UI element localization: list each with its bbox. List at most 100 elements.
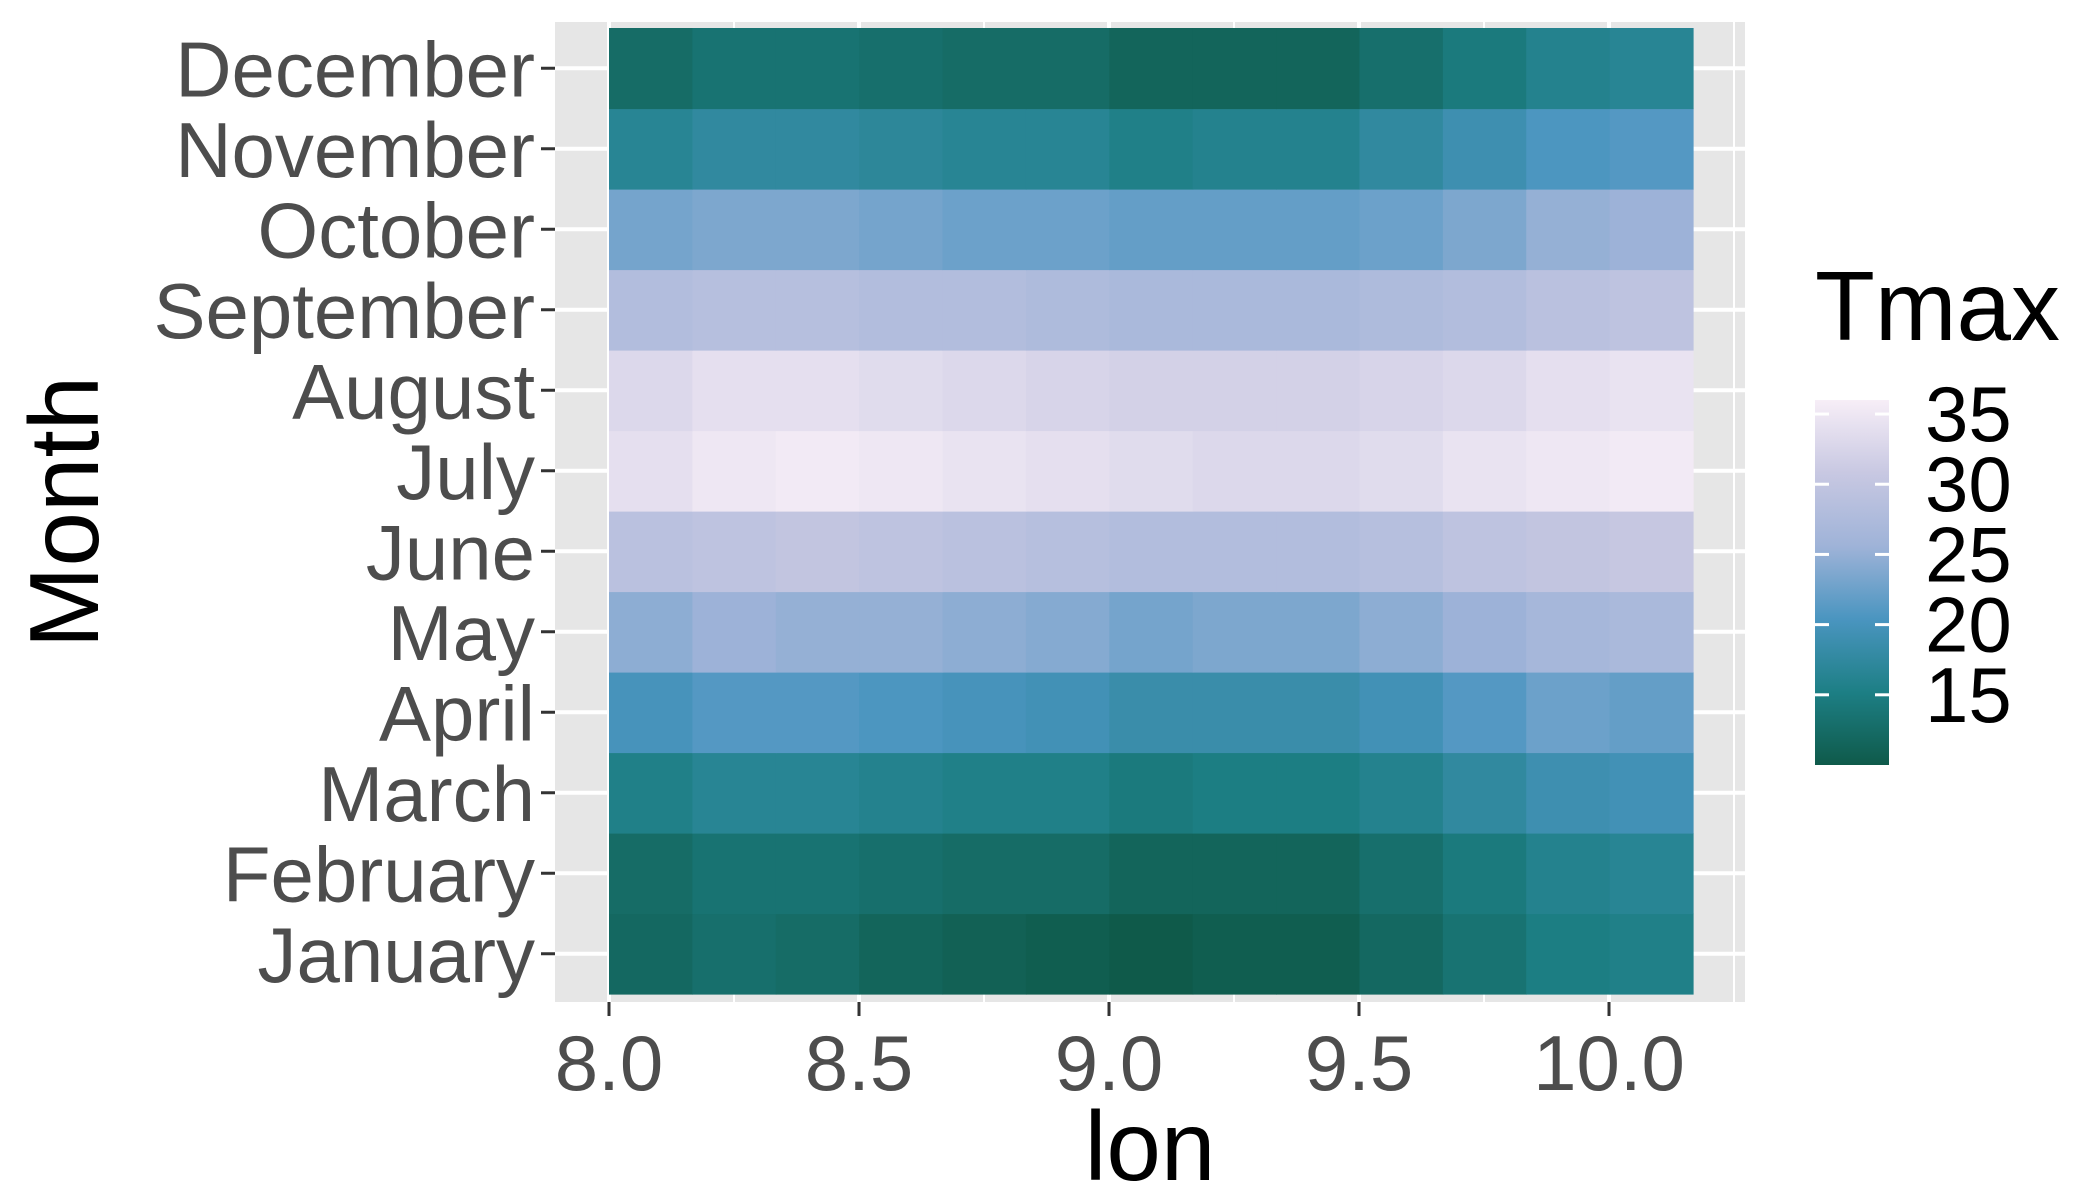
heatmap-cell	[1359, 752, 1444, 834]
heatmap-cell	[1192, 430, 1277, 512]
heatmap-cell	[1025, 189, 1110, 271]
y-tick-label: November	[175, 106, 535, 194]
heatmap-cell	[1109, 913, 1194, 995]
heatmap-cell	[1609, 833, 1694, 915]
heatmap-cell	[1192, 511, 1277, 593]
heatmap-cell	[1192, 269, 1277, 351]
y-tick-label: May	[388, 589, 535, 677]
heatmap-cell	[692, 752, 777, 834]
y-tick-label: January	[258, 911, 536, 999]
heatmap-cell	[1276, 430, 1361, 512]
heatmap-cell	[1359, 108, 1444, 190]
heatmap-cell	[692, 108, 777, 190]
heatmap-cell	[692, 672, 777, 754]
y-tick-label: September	[153, 267, 535, 355]
heatmap-cell	[1442, 672, 1527, 754]
heatmap-cell	[1276, 28, 1361, 110]
heatmap-cell	[1276, 189, 1361, 271]
heatmap-cell	[1609, 350, 1694, 432]
heatmap-cell	[1442, 752, 1527, 834]
heatmap-cell	[1609, 189, 1694, 271]
heatmap-cell	[1276, 269, 1361, 351]
heatmap-cell	[609, 511, 693, 593]
heatmap-cell	[1109, 189, 1194, 271]
heatmap-cell	[1276, 591, 1361, 673]
heatmap-cell	[692, 591, 777, 673]
heatmap-cell	[859, 752, 944, 834]
heatmap-cell	[1192, 28, 1277, 110]
legend-tick-label: 25	[1925, 510, 2012, 598]
heatmap-cell	[1526, 752, 1611, 834]
heatmap-cell	[1359, 591, 1444, 673]
legend-colorbar	[1815, 400, 1889, 765]
heatmap-cell	[692, 269, 777, 351]
heatmap-cell	[1276, 833, 1361, 915]
heatmap-cell	[692, 350, 777, 432]
heatmap-cell	[609, 752, 693, 834]
heatmap-cell	[1109, 269, 1194, 351]
heatmap-cell	[1526, 672, 1611, 754]
heatmap-cell	[1276, 672, 1361, 754]
heatmap-cell	[942, 591, 1027, 673]
heatmap-cell	[775, 511, 860, 593]
heatmap-cell	[1359, 511, 1444, 593]
heatmap-cell	[692, 511, 777, 593]
heatmap-cell	[942, 189, 1027, 271]
heatmap-cell	[1526, 189, 1611, 271]
legend-title: Tmax	[1815, 251, 2060, 361]
x-tick-label: 9.5	[1305, 1019, 1413, 1107]
heatmap-cell	[1609, 108, 1694, 190]
heatmap-cell	[1276, 108, 1361, 190]
heatmap-cell	[1442, 108, 1527, 190]
legend-tick-label: 35	[1925, 370, 2012, 458]
heatmap-cell	[1192, 189, 1277, 271]
heatmap-cell	[609, 189, 693, 271]
heatmap-cell	[1276, 913, 1361, 995]
heatmap-cell	[942, 430, 1027, 512]
y-tick-label: April	[379, 669, 535, 757]
heatmap-cell	[942, 350, 1027, 432]
heatmap-cell	[1192, 833, 1277, 915]
heatmap-cell	[1609, 430, 1694, 512]
heatmap-cell	[859, 350, 944, 432]
heatmap-cell	[775, 28, 860, 110]
heatmap-cell	[1025, 350, 1110, 432]
x-axis-title: lon	[1085, 1091, 1216, 1200]
heatmap-cell	[942, 28, 1027, 110]
heatmap-cell	[1192, 672, 1277, 754]
heatmap-cell	[1025, 430, 1110, 512]
heatmap-cell	[609, 833, 693, 915]
y-tick-label: August	[292, 347, 535, 435]
x-tick-label: 9.0	[1055, 1019, 1163, 1107]
y-tick-label: March	[318, 750, 535, 838]
heatmap-cell	[942, 269, 1027, 351]
heatmap-cell	[1526, 269, 1611, 351]
heatmap-cell	[859, 833, 944, 915]
heatmap-cell	[1359, 833, 1444, 915]
heatmap-cell	[609, 350, 693, 432]
y-tick-label: July	[396, 428, 535, 516]
heatmap-cell	[1025, 752, 1110, 834]
heatmap-cell	[609, 591, 693, 673]
heatmap-cell	[1609, 591, 1694, 673]
heatmap-cell	[942, 752, 1027, 834]
heatmap-cell	[1192, 591, 1277, 673]
heatmap-cell	[1442, 511, 1527, 593]
heatmap-cell	[1526, 430, 1611, 512]
heatmap-cell	[775, 108, 860, 190]
heatmap-cell	[1025, 511, 1110, 593]
heatmap-cell	[1192, 752, 1277, 834]
heatmap-cell	[1025, 833, 1110, 915]
heatmap-cell	[1276, 350, 1361, 432]
legend-tick-label: 20	[1925, 581, 2012, 669]
heatmap-cell	[1609, 672, 1694, 754]
heatmap-cell	[692, 189, 777, 271]
y-tick-label: February	[223, 830, 535, 918]
heatmap-cell	[1442, 269, 1527, 351]
heatmap-cell	[942, 833, 1027, 915]
heatmap-cell	[1025, 913, 1110, 995]
heatmap-cell	[609, 108, 693, 190]
x-axis: 8.0 8.5 9.0 9.5 10.0	[555, 1002, 1685, 1107]
